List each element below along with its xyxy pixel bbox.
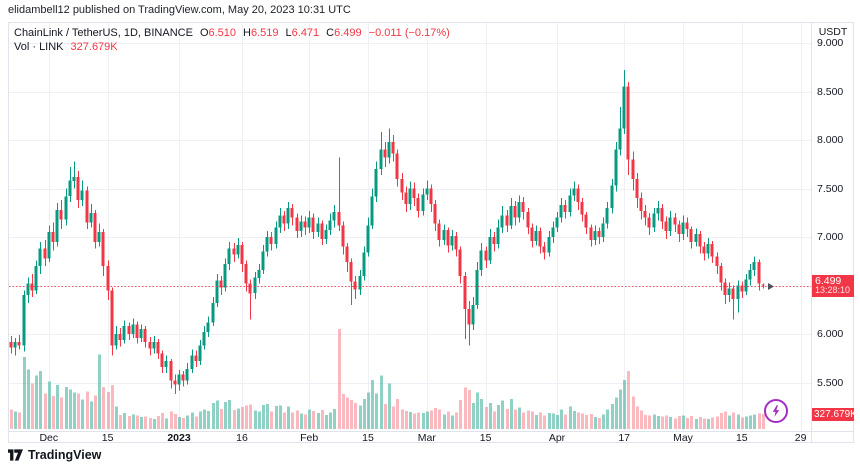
chart-legend: ChainLink / TetherUS, 1D, BINANCE O6.510 H… (14, 27, 450, 55)
legend-symbol-row: ChainLink / TetherUS, 1D, BINANCE O6.510 H… (14, 27, 450, 40)
candlestick-chart (9, 23, 853, 442)
price-axis-label: 7.500 (817, 182, 844, 195)
lightning-boost-button[interactable] (764, 399, 788, 423)
ohlc-low: L6.471 (285, 27, 320, 39)
volume-value: 327.679K (70, 41, 118, 53)
ohlc-close: C6.499 (326, 27, 362, 39)
time-axis-label: May (673, 432, 693, 444)
ohlc-high: H6.519 (243, 27, 279, 39)
last-price-badge: 6.499 13:28:10 (812, 275, 854, 297)
time-axis-label: 29 (794, 432, 807, 444)
time-axis-label: 17 (618, 432, 631, 444)
price-change: −0.011 (−0.17%) (368, 27, 450, 39)
legend-volume-row: Vol · LINK 327.679K (14, 41, 450, 54)
last-price-value: 6.499 (815, 275, 842, 287)
tradingview-logo-text: TradingView (28, 448, 102, 462)
time-axis-label: 15 (101, 432, 114, 444)
time-axis-label: 16 (236, 432, 248, 444)
time-axis-label: Feb (300, 432, 319, 444)
time-axis-label: Mar (417, 432, 436, 444)
time-axis-label: Dec (39, 432, 59, 444)
chart-container: ChainLink / TetherUS, 1D, BINANCE O6.510 H… (8, 22, 857, 444)
price-axis-label: 8.500 (817, 85, 844, 98)
price-axis-label: 7.000 (817, 231, 844, 243)
attribution-text: elidambell12 published on TradingView.co… (8, 4, 351, 16)
last-price-pointer (768, 283, 774, 290)
time-axis-label: 2023 (167, 432, 191, 444)
bar-countdown: 13:28:10 (815, 285, 851, 295)
volume-label: Vol · LINK (14, 41, 64, 53)
ohlc-open: O6.510 (199, 27, 237, 39)
price-axis-label: 5.500 (817, 376, 844, 389)
lightning-icon (772, 405, 780, 417)
volume-axis-badge: 327.679K (812, 408, 857, 421)
tradingview-logo-icon (8, 449, 23, 461)
time-axis-label: 15 (735, 432, 748, 444)
price-axis-currency: USDT (818, 26, 848, 38)
time-axis-label: Apr (548, 432, 566, 444)
price-axis-label: 9.000 (817, 37, 844, 49)
time-axis-label: 15 (479, 432, 492, 444)
price-axis-label: 6.000 (817, 328, 844, 340)
price-axis-label: 8.000 (817, 134, 844, 146)
symbol-title: ChainLink / TetherUS, 1D, BINANCE (14, 27, 193, 39)
time-axis-label: 15 (362, 432, 374, 444)
tradingview-footer[interactable]: TradingView (8, 448, 101, 462)
